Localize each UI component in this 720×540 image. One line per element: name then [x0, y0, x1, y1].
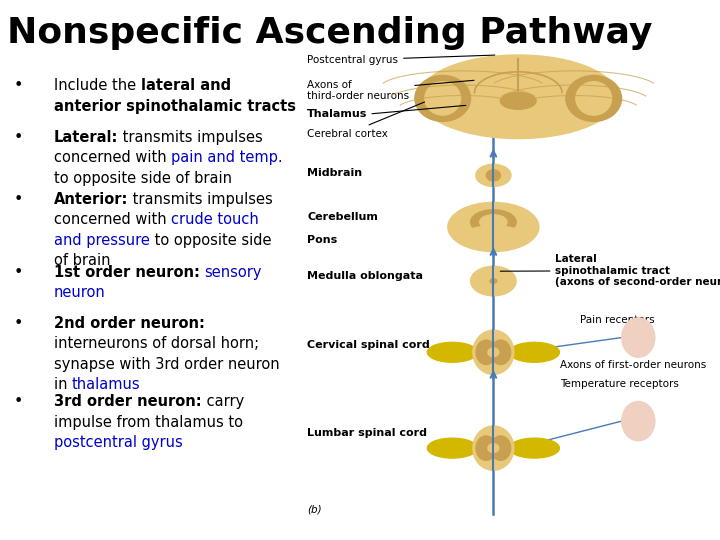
Text: transmits impulses: transmits impulses [118, 130, 263, 145]
Text: •: • [13, 130, 23, 145]
Text: Lateral:: Lateral: [54, 130, 118, 145]
Ellipse shape [566, 76, 621, 122]
Ellipse shape [500, 92, 536, 109]
Text: of brain: of brain [54, 253, 110, 268]
Ellipse shape [428, 438, 477, 458]
Text: Thalamus: Thalamus [307, 109, 367, 119]
Ellipse shape [490, 279, 497, 284]
Text: Cerebellum: Cerebellum [307, 212, 378, 222]
Ellipse shape [576, 82, 611, 115]
Ellipse shape [486, 170, 500, 181]
Text: 1st order neuron:: 1st order neuron: [54, 265, 200, 280]
Text: concerned with: concerned with [54, 150, 171, 165]
Text: Medulla oblongata: Medulla oblongata [307, 271, 423, 281]
Text: Lateral
spinothalamic tract
(axons of second-order neurons): Lateral spinothalamic tract (axons of se… [500, 254, 720, 287]
Text: Postcentral gyrus: Postcentral gyrus [307, 55, 495, 65]
Text: •: • [13, 78, 23, 93]
Text: Pain receptors: Pain receptors [580, 315, 655, 326]
Circle shape [622, 401, 655, 441]
Ellipse shape [480, 215, 507, 230]
Ellipse shape [509, 342, 559, 362]
Text: Cervical spinal cord: Cervical spinal cord [307, 340, 430, 350]
Text: •: • [13, 192, 23, 207]
Text: •: • [13, 394, 23, 409]
Text: in: in [54, 377, 72, 393]
Text: Axons of first-order neurons: Axons of first-order neurons [559, 360, 706, 370]
Text: (b): (b) [307, 504, 322, 515]
Ellipse shape [473, 330, 514, 374]
Ellipse shape [419, 55, 618, 139]
Circle shape [622, 318, 655, 357]
Ellipse shape [488, 444, 499, 453]
Text: transmits impulses: transmits impulses [128, 192, 273, 207]
Text: 3rd order neuron:: 3rd order neuron: [54, 394, 202, 409]
Text: •: • [13, 316, 23, 331]
Text: •: • [13, 265, 23, 280]
Text: Axons of
third-order neurons: Axons of third-order neurons [307, 79, 474, 101]
Ellipse shape [476, 340, 496, 364]
Ellipse shape [428, 342, 477, 362]
Ellipse shape [488, 348, 499, 357]
Ellipse shape [476, 164, 511, 186]
Ellipse shape [490, 436, 510, 460]
Text: Midbrain: Midbrain [307, 168, 362, 178]
Ellipse shape [473, 426, 514, 470]
Text: synapse with 3rd order neuron: synapse with 3rd order neuron [54, 357, 279, 372]
Text: sensory: sensory [204, 265, 262, 280]
Text: to opposite side: to opposite side [150, 233, 271, 248]
Text: pain and temp.: pain and temp. [171, 150, 283, 165]
Text: carry: carry [202, 394, 244, 409]
Ellipse shape [471, 210, 516, 234]
Text: to opposite side of brain: to opposite side of brain [54, 171, 232, 186]
Text: lateral and: lateral and [140, 78, 231, 93]
Text: thalamus: thalamus [72, 377, 140, 393]
Text: impulse from thalamus to: impulse from thalamus to [54, 415, 243, 430]
Ellipse shape [490, 340, 510, 364]
Text: Temperature receptors: Temperature receptors [559, 379, 678, 389]
Text: Anterior:: Anterior: [54, 192, 128, 207]
Text: 2nd order neuron:: 2nd order neuron: [54, 316, 205, 331]
Text: Nonspecific Ascending Pathway: Nonspecific Ascending Pathway [7, 16, 652, 50]
Ellipse shape [471, 266, 516, 296]
Text: Lumbar spinal cord: Lumbar spinal cord [307, 428, 427, 438]
Text: Cerebral cortex: Cerebral cortex [307, 102, 425, 139]
Text: postcentral gyrus: postcentral gyrus [54, 435, 183, 450]
Text: Pons: Pons [307, 235, 338, 245]
Ellipse shape [476, 436, 496, 460]
Text: crude touch: crude touch [171, 212, 259, 227]
Text: concerned with: concerned with [54, 212, 171, 227]
Ellipse shape [425, 82, 461, 115]
Ellipse shape [448, 202, 539, 252]
Ellipse shape [509, 438, 559, 458]
Text: interneurons of dorsal horn;: interneurons of dorsal horn; [54, 336, 259, 352]
Text: and pressure: and pressure [54, 233, 150, 248]
Ellipse shape [415, 76, 471, 122]
Text: neuron: neuron [54, 285, 106, 300]
Ellipse shape [462, 226, 526, 248]
Text: Include the: Include the [54, 78, 140, 93]
Text: anterior spinothalamic tracts: anterior spinothalamic tracts [54, 99, 296, 114]
